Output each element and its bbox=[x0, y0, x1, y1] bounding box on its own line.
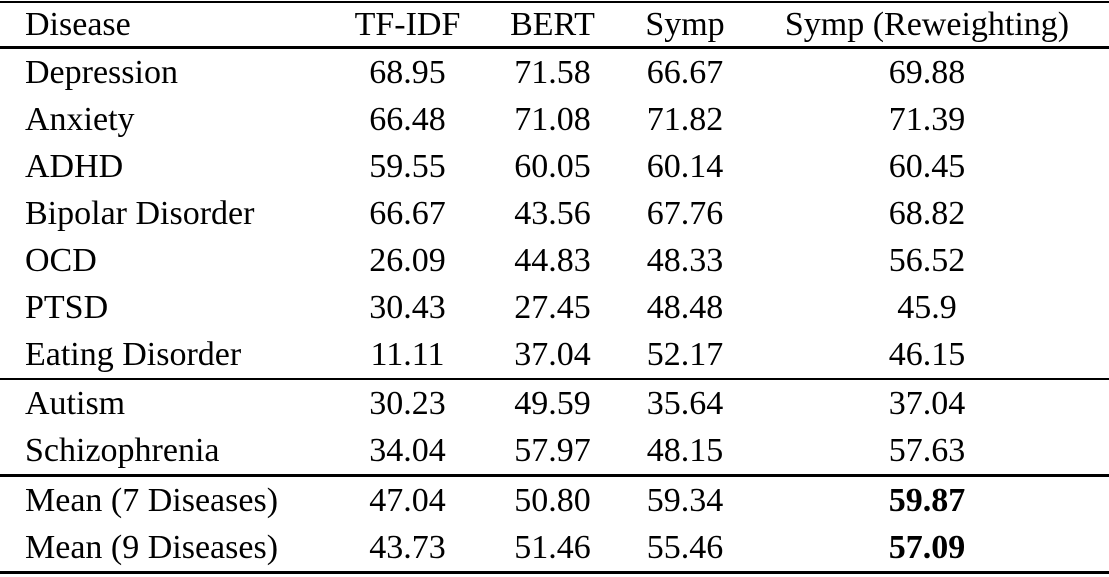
header-row: Disease TF-IDF BERT Symp Symp (Reweighti… bbox=[0, 2, 1109, 48]
value-cell: 59.55 bbox=[369, 147, 446, 185]
value-cell: 43.73 bbox=[369, 528, 446, 566]
value-cell: 60.05 bbox=[514, 147, 591, 185]
column-header-bert: BERT bbox=[510, 5, 595, 43]
table-row: Eating Disorder 11.11 37.04 52.17 46.15 bbox=[0, 331, 1109, 379]
row-group-2: Mean (7 Diseases) 47.04 50.80 59.34 59.87 Mea… bbox=[0, 476, 1109, 573]
disease-label: Anxiety bbox=[25, 100, 135, 138]
disease-label: Mean (9 Diseases) bbox=[25, 528, 279, 566]
value-cell: 59.87 bbox=[888, 481, 966, 519]
row-group-0: Depression 68.95 71.58 66.67 69.88 Anxiety 66.… bbox=[0, 48, 1109, 379]
value-cell: 37.04 bbox=[514, 335, 591, 373]
value-cell: 57.97 bbox=[514, 431, 591, 469]
value-cell: 60.14 bbox=[646, 147, 724, 185]
value-cell: 48.15 bbox=[646, 431, 724, 469]
column-header-disease: Disease bbox=[25, 5, 131, 43]
value-cell: 57.63 bbox=[888, 431, 966, 469]
value-cell: 27.45 bbox=[514, 288, 591, 326]
value-cell: 56.52 bbox=[888, 241, 966, 279]
column-header-symp: Symp bbox=[645, 5, 725, 43]
value-cell: 46.15 bbox=[888, 335, 966, 373]
value-cell: 45.9 bbox=[897, 288, 957, 326]
value-cell: 66.48 bbox=[369, 100, 446, 138]
value-cell: 60.45 bbox=[888, 147, 966, 185]
value-cell: 30.43 bbox=[369, 288, 446, 326]
value-cell: 66.67 bbox=[369, 194, 446, 232]
table-row: Bipolar Disorder 66.67 43.56 67.76 68.82 bbox=[0, 190, 1109, 237]
value-cell: 71.82 bbox=[646, 100, 724, 138]
value-cell: 69.88 bbox=[888, 53, 966, 91]
value-cell: 57.09 bbox=[888, 528, 966, 566]
table-row: OCD 26.09 44.83 48.33 56.52 bbox=[0, 237, 1109, 284]
value-cell: 71.39 bbox=[888, 100, 966, 138]
table-header: Disease TF-IDF BERT Symp Symp (Reweighti… bbox=[0, 2, 1109, 48]
value-cell: 67.76 bbox=[646, 194, 724, 232]
value-cell: 47.04 bbox=[369, 481, 446, 519]
value-cell: 55.46 bbox=[646, 528, 724, 566]
value-cell: 30.23 bbox=[369, 384, 446, 422]
table-row: Schizophrenia 34.04 57.97 48.15 57.63 bbox=[0, 427, 1109, 476]
table-row: PTSD 30.43 27.45 48.48 45.9 bbox=[0, 284, 1109, 331]
value-cell: 71.58 bbox=[514, 53, 591, 91]
value-cell: 48.48 bbox=[646, 288, 724, 326]
value-cell: 66.67 bbox=[646, 53, 724, 91]
value-cell: 49.59 bbox=[514, 384, 591, 422]
value-cell: 43.56 bbox=[514, 194, 591, 232]
disease-label: Eating Disorder bbox=[25, 335, 242, 373]
disease-label: OCD bbox=[25, 241, 97, 279]
value-cell: 50.80 bbox=[514, 481, 591, 519]
disease-label: Bipolar Disorder bbox=[25, 194, 255, 232]
value-cell: 37.04 bbox=[888, 384, 966, 422]
value-cell: 71.08 bbox=[514, 100, 591, 138]
value-cell: 35.64 bbox=[646, 384, 724, 422]
value-cell: 11.11 bbox=[370, 335, 445, 373]
row-group-1: Autism 30.23 49.59 35.64 37.04 Schizophrenia 3… bbox=[0, 379, 1109, 476]
column-header-symp-reweighting: Symp (Reweighting) bbox=[784, 5, 1070, 43]
table-row: Autism 30.23 49.59 35.64 37.04 bbox=[0, 379, 1109, 427]
value-cell: 48.33 bbox=[646, 241, 724, 279]
disease-label: Schizophrenia bbox=[25, 431, 220, 469]
table-row: Mean (9 Diseases) 43.73 51.46 55.46 57.09 bbox=[0, 524, 1109, 573]
value-cell: 26.09 bbox=[369, 241, 446, 279]
value-cell: 52.17 bbox=[646, 335, 724, 373]
value-cell: 34.04 bbox=[369, 431, 446, 469]
value-cell: 59.34 bbox=[646, 481, 724, 519]
column-header-tfidf: TF-IDF bbox=[354, 5, 461, 43]
value-cell: 68.82 bbox=[888, 194, 966, 232]
table-row: ADHD 59.55 60.05 60.14 60.45 bbox=[0, 143, 1109, 190]
disease-label: Mean (7 Diseases) bbox=[25, 481, 279, 519]
value-cell: 44.83 bbox=[514, 241, 591, 279]
value-cell: 51.46 bbox=[514, 528, 591, 566]
disease-label: Autism bbox=[25, 384, 126, 422]
table-row: Mean (7 Diseases) 47.04 50.80 59.34 59.87 bbox=[0, 476, 1109, 525]
disease-label: Depression bbox=[25, 53, 178, 91]
table-row: Anxiety 66.48 71.08 71.82 71.39 bbox=[0, 96, 1109, 143]
table-row: Depression 68.95 71.58 66.67 69.88 bbox=[0, 48, 1109, 97]
disease-label: PTSD bbox=[25, 288, 109, 326]
value-cell: 68.95 bbox=[369, 53, 446, 91]
disease-label: ADHD bbox=[25, 147, 124, 185]
